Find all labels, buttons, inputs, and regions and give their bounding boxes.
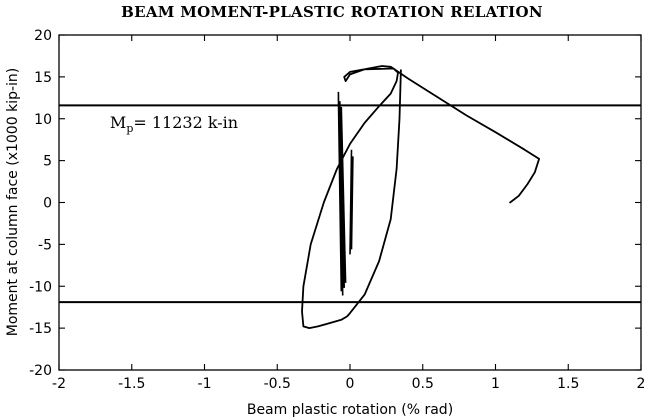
x-axis-label: Beam plastic rotation (% rad) (247, 402, 453, 418)
chart-title: BEAM MOMENT-PLASTIC ROTATION RELATION (121, 3, 543, 21)
y-axis-label: Moment at column face (x1000 kip-in) (5, 68, 21, 336)
inner-cycle (349, 149, 354, 255)
x-tick-label: 1.5 (557, 376, 579, 392)
y-tick-label: -15 (29, 321, 52, 337)
y-tick-label: 0 (43, 196, 52, 212)
hysteresis-curve (301, 65, 540, 330)
y-tick-label: -5 (38, 237, 52, 253)
x-tick-label: 1 (491, 376, 500, 392)
y-tick-label: -20 (29, 363, 52, 379)
x-tick-label: -2 (52, 376, 66, 392)
series-layer (301, 65, 540, 330)
y-tick-label: 10 (34, 112, 52, 128)
x-tick-label: -1.5 (118, 376, 145, 392)
y-tick-label: 20 (34, 28, 52, 44)
y-tick-label: 15 (34, 70, 52, 86)
x-tick-label: -0.5 (264, 376, 291, 392)
inner-cycle (337, 91, 347, 296)
reference-lines (59, 104, 641, 304)
moment-annotation: Mp= 11232 k-in (110, 113, 238, 135)
x-tick-label: -1 (198, 376, 212, 392)
x-axis: -2 -1.5 -1 -0.5 0 0.5 1 1.5 2 (52, 35, 645, 392)
y-axis: 20 15 10 5 0 -5 -10 -15 -20 (29, 28, 641, 379)
y-tick-label: -10 (29, 279, 52, 295)
y-tick-label: 5 (43, 154, 52, 170)
x-tick-label: 0 (346, 376, 355, 392)
x-tick-label: 0.5 (412, 376, 434, 392)
x-tick-label: 2 (637, 376, 646, 392)
